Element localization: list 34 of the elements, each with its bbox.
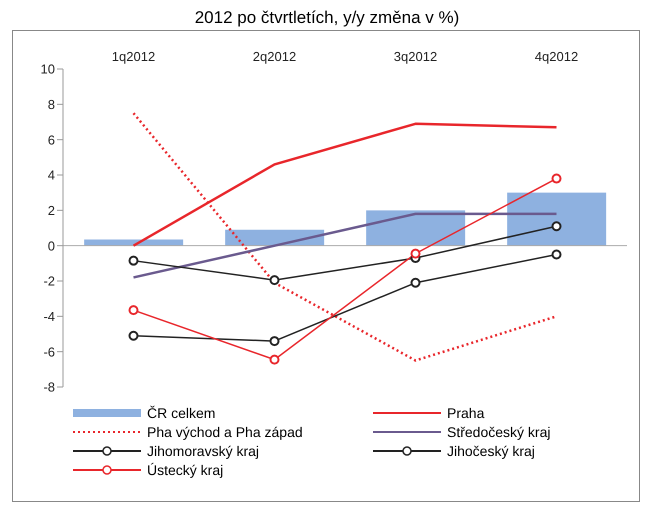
y-tick-label: 10 [40,62,55,77]
point [128,256,138,266]
point [410,278,420,288]
point [552,174,562,184]
legend-label: Pha východ a Pha západ [147,424,303,440]
point [552,221,562,232]
x-tick-label: 1q2012 [112,49,156,64]
point [552,250,562,260]
legend-label: Ústecký kraj [147,462,224,478]
point [270,354,280,365]
point [128,305,138,316]
legend-label: Jihomoravský kraj [147,442,260,458]
point [270,275,280,286]
y-tick-label: -4 [43,308,55,324]
point [270,336,280,346]
point [128,330,138,341]
x-tick-label: 4q2012 [534,49,578,64]
legend-label: Středočeský kraj [447,424,550,440]
y-tick-label: 8 [48,96,55,112]
bar [507,192,606,246]
x-tick-label: 2q2012 [252,49,296,64]
y-tick-label: 0 [48,238,55,254]
point [410,248,420,259]
legend-label: ČR celkem [147,404,216,420]
x-tick-label: 3q2012 [394,49,438,64]
y-tick-label: -8 [43,380,55,395]
y-tick-label: 6 [48,132,55,148]
y-tick-label: 4 [48,168,55,183]
y-tick-label: -2 [43,274,55,289]
legend-label: Jihočeský kraj [447,442,535,458]
chart-title: 2012 po čtvrtletích, y/y změna v %) [194,8,460,29]
y-tick-label: 2 [48,202,55,218]
legend-label: Praha [447,404,484,420]
y-tick-label: -6 [43,344,55,360]
